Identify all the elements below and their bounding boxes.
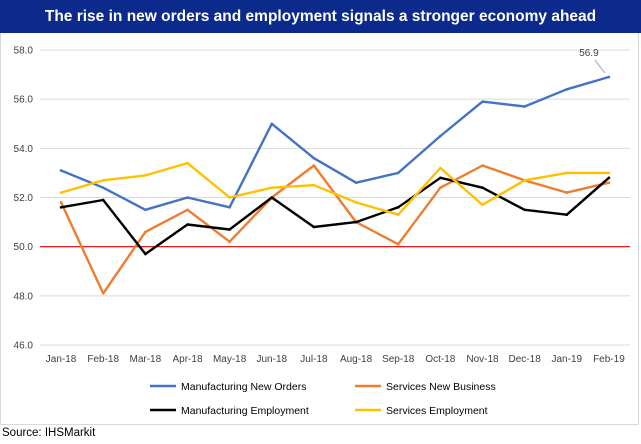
data-point-manufacturing-employment <box>481 186 484 189</box>
legend-label: Manufacturing New Orders <box>181 381 306 393</box>
data-point-manufacturing-new-orders <box>481 100 484 103</box>
data-point-manufacturing-employment <box>144 252 147 256</box>
data-point-services-employment <box>186 161 189 165</box>
data-point-manufacturing-new-orders <box>270 122 274 126</box>
x-tick-label: Jul-18 <box>300 354 328 365</box>
data-point-services-new-business <box>565 191 569 194</box>
y-tick-label: 46.0 <box>14 341 34 352</box>
data-point-manufacturing-new-orders <box>59 169 63 172</box>
data-point-manufacturing-employment <box>565 213 569 217</box>
x-tick-label: Apr-18 <box>172 354 202 365</box>
data-point-manufacturing-employment <box>101 198 105 202</box>
data-point-manufacturing-employment <box>228 228 231 231</box>
chart-title: The rise in new orders and employment si… <box>0 0 641 33</box>
data-point-manufacturing-new-orders <box>144 208 147 212</box>
data-point-manufacturing-new-orders <box>607 75 611 79</box>
gridlines <box>40 49 630 346</box>
x-tick-label: Jan-19 <box>551 354 582 365</box>
x-tick-label: Oct-18 <box>425 354 455 365</box>
x-axis-ticks: Jan-18 Feb-18 Mar-18 Apr-18 May-18 Jun-18 Jul-… <box>46 354 625 365</box>
y-axis-ticks: 58.0 56.0 54.0 52.0 50.0 48.0 46.0 <box>14 46 34 352</box>
x-tick-label: May-18 <box>213 354 247 365</box>
source-note: Source: IHSMarkit <box>2 427 96 439</box>
data-point-services-new-business <box>59 201 63 204</box>
y-tick-label: 48.0 <box>14 291 34 302</box>
series-line-services-employment <box>59 161 611 216</box>
data-point-services-employment <box>270 186 274 189</box>
data-point-manufacturing-new-orders <box>101 186 105 189</box>
data-label: 56.9 <box>579 48 599 59</box>
legend-label: Manufacturing Employment <box>181 405 309 417</box>
data-point-services-employment <box>228 196 231 199</box>
data-point-services-employment <box>607 171 611 175</box>
x-tick-label: Nov-18 <box>466 354 499 365</box>
data-point-manufacturing-employment <box>186 223 189 226</box>
data-point-services-new-business <box>144 230 147 234</box>
data-point-services-new-business <box>228 240 231 244</box>
data-point-services-employment <box>354 201 358 204</box>
y-tick-label: 52.0 <box>14 193 34 204</box>
data-point-manufacturing-employment <box>312 225 316 229</box>
data-point-manufacturing-employment <box>354 220 358 224</box>
x-tick-label: Feb-18 <box>87 354 119 365</box>
data-point-manufacturing-new-orders <box>312 156 316 160</box>
x-tick-label: Jan-18 <box>46 354 77 365</box>
data-point-services-employment <box>101 178 105 182</box>
data-point-services-employment <box>144 174 147 177</box>
data-point-services-employment <box>523 178 526 182</box>
data-point-manufacturing-new-orders <box>523 105 526 108</box>
series-line-manufacturing-new-orders <box>59 75 611 212</box>
data-point-manufacturing-new-orders <box>186 196 189 199</box>
y-tick-label: 50.0 <box>14 242 34 253</box>
data-point-services-employment <box>565 171 569 175</box>
data-point-services-employment <box>312 183 316 187</box>
x-tick-label: Aug-18 <box>340 354 373 365</box>
legend: Manufacturing New Orders Services New Bus… <box>150 381 496 417</box>
data-point-services-employment <box>59 191 63 194</box>
data-point-manufacturing-employment <box>607 176 611 180</box>
data-point-manufacturing-new-orders <box>354 181 358 185</box>
line-chart: 58.0 56.0 54.0 52.0 50.0 48.0 46.0 Jan-18 Feb-1… <box>14 46 630 417</box>
x-tick-label: Jun-18 <box>256 354 287 365</box>
data-point-services-new-business <box>101 292 105 295</box>
series-line-services-new-business <box>59 164 611 295</box>
annotations: 56.9 <box>579 48 606 74</box>
data-point-services-new-business <box>439 186 442 189</box>
data-point-manufacturing-new-orders <box>439 134 442 138</box>
series-line-manufacturing-employment <box>59 176 611 256</box>
legend-label: Services New Business <box>386 381 496 393</box>
data-point-services-new-business <box>396 242 400 246</box>
data-point-services-new-business <box>312 164 316 167</box>
data-point-manufacturing-new-orders <box>228 206 231 209</box>
data-point-manufacturing-employment <box>396 206 400 209</box>
data-point-services-new-business <box>481 164 484 167</box>
annotation-leader <box>594 59 606 74</box>
y-tick-label: 56.0 <box>14 95 34 106</box>
data-point-services-new-business <box>186 208 189 212</box>
data-point-manufacturing-new-orders <box>396 171 400 175</box>
x-tick-label: Feb-19 <box>593 354 625 365</box>
data-point-services-employment <box>439 166 442 170</box>
data-point-manufacturing-employment <box>523 208 526 212</box>
data-point-manufacturing-employment <box>439 176 442 180</box>
y-tick-label: 54.0 <box>14 144 34 155</box>
series-lines <box>59 75 611 295</box>
data-point-services-employment <box>481 203 484 207</box>
legend-label: Services Employment <box>386 405 488 417</box>
chart-frame <box>0 33 639 425</box>
data-point-manufacturing-employment <box>59 206 63 209</box>
data-point-services-employment <box>396 213 400 217</box>
data-point-manufacturing-employment <box>270 196 274 199</box>
x-tick-label: Mar-18 <box>130 354 162 365</box>
data-point-manufacturing-new-orders <box>565 88 569 91</box>
x-tick-label: Dec-18 <box>509 354 542 365</box>
y-tick-label: 58.0 <box>14 46 34 57</box>
data-point-services-new-business <box>607 181 611 185</box>
x-tick-label: Sep-18 <box>382 354 415 365</box>
